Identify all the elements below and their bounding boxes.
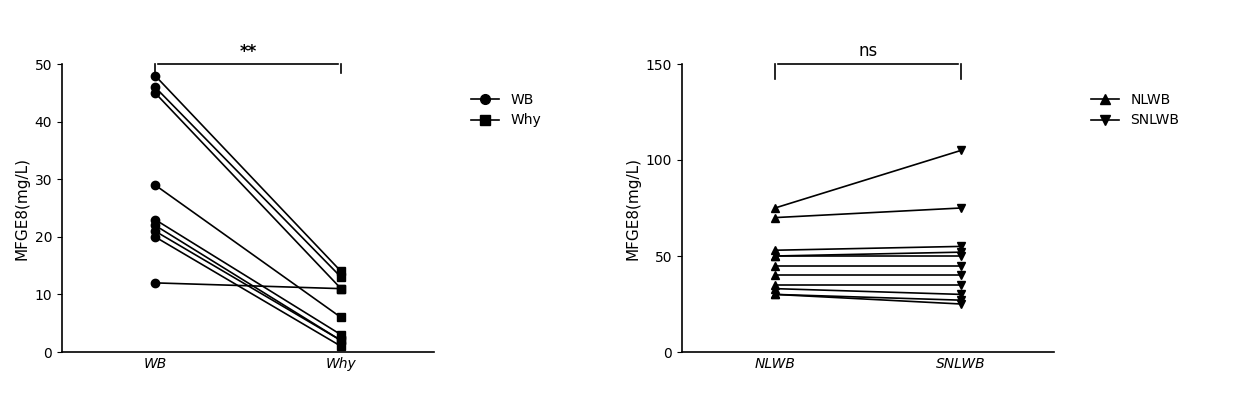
Y-axis label: MFGE8(mg/L): MFGE8(mg/L) [14,156,29,260]
Y-axis label: MFGE8(mg/L): MFGE8(mg/L) [625,156,640,260]
Text: ns: ns [858,42,878,60]
Legend: NLWB, SNLWB: NLWB, SNLWB [1086,87,1184,133]
Legend: WB, Why: WB, Why [466,87,547,133]
Text: **: ** [239,43,257,61]
